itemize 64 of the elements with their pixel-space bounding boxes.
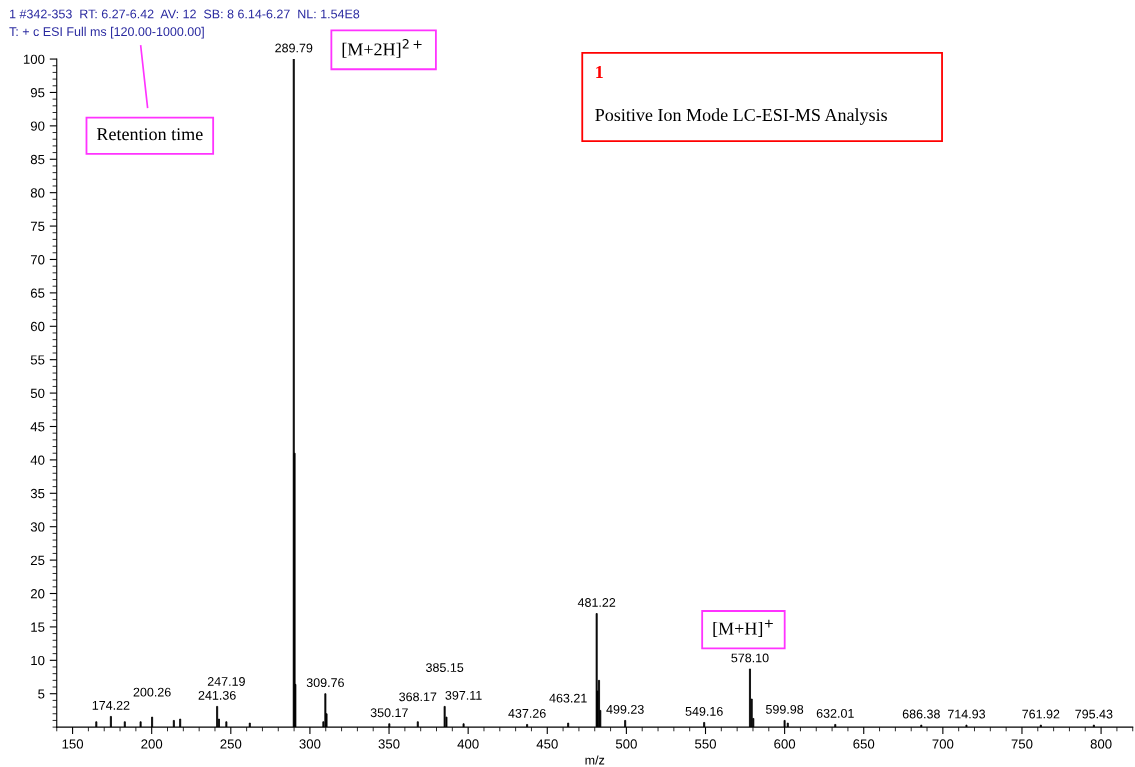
y-tick-label: 50 [30, 388, 45, 398]
text: [M+2H]$^{2+}$ [342, 39, 422, 58]
annotation: Retention time [96, 128, 203, 141]
annotation: 549.16 [685, 706, 723, 716]
y-tick-label: 40 [30, 455, 45, 465]
chart-title: 1 #342-353 RT: 6.27-6.42 AV: 12 SB: 8 6.14-6.27 NL: 1.54E8 [10, 9, 360, 19]
annotation: 578.10 [731, 653, 769, 663]
y-tick-label: 80 [30, 188, 45, 198]
x-tick-label: 350 [378, 739, 400, 749]
annotation: 1 [596, 66, 603, 78]
x-tick-label: 250 [220, 739, 242, 749]
chart-subtitle: T: + c ESI Full ms [120.00-1000.00] [9, 26, 204, 39]
x-tick-label: 150 [62, 739, 84, 749]
y-tick-label: 30 [30, 522, 45, 532]
y-tick-label: 35 [30, 488, 45, 499]
y-tick-label: 20 [30, 589, 45, 599]
annotation: 714.93 [948, 709, 986, 719]
annotation: 599.98 [765, 704, 804, 714]
x-tick-label: 450 [536, 739, 558, 749]
y-tick-label: 5 [38, 689, 45, 699]
y-tick-label: 10 [31, 655, 45, 666]
y-tick-label: 70 [30, 255, 45, 265]
annotation: 309.76 [306, 678, 344, 688]
x-tick-label: 300 [299, 739, 321, 749]
x-tick-label: 550 [695, 739, 716, 749]
annotation: 499.23 [606, 704, 644, 714]
annotation: Positive Ion Mode LC-ESI-MS Analysis [595, 108, 887, 125]
x-tick-label: 750 [1011, 739, 1033, 749]
y-tick-label: 90 [30, 121, 45, 131]
y-tick-label: 15 [31, 622, 45, 632]
annotation: 385.15 [426, 663, 464, 672]
x-tick-label: 200 [141, 739, 163, 749]
annotation: 200.26 [133, 687, 171, 697]
annotation: [M+H]$^{+}$ [713, 619, 773, 637]
y-tick-label: 85 [30, 154, 45, 165]
y-tick-label: 65 [30, 288, 45, 298]
annotation: 437.26 [508, 708, 546, 718]
annotation: 761.92 [1022, 709, 1060, 719]
y-tick-label: 75 [30, 221, 45, 231]
annotation: 174.22 [92, 700, 130, 710]
x-tick-label: 600 [774, 739, 796, 749]
annotation: 463.21 [549, 693, 587, 703]
x-tick-label: 700 [932, 739, 954, 749]
x-axis-title: m/z [585, 755, 605, 765]
y-tick-label: 100 [23, 54, 45, 64]
y-tick-label: 60 [30, 321, 45, 332]
x-tick-label: 400 [457, 739, 479, 749]
annotation: 350.17 [370, 708, 408, 718]
annotation: 247.19 [207, 677, 245, 686]
annotation: 368.17 [399, 692, 437, 702]
x-tick-label: 650 [853, 739, 875, 749]
annotation: 481.22 [577, 598, 616, 607]
y-tick-label: 25 [30, 555, 45, 566]
y-tick-label: 55 [30, 355, 45, 365]
annotation: 632.01 [816, 708, 854, 718]
x-tick-label: 800 [1090, 739, 1112, 749]
y-tick-label: 45 [30, 422, 45, 432]
y-tick-label: 95 [30, 88, 45, 98]
annotation: 241.36 [198, 690, 236, 700]
annotation: 686.38 [902, 709, 940, 719]
x-tick-label: 500 [615, 739, 637, 749]
annotation: 289.79 [275, 43, 313, 53]
annotation: 397.11 [445, 690, 482, 700]
annotation: 795.43 [1075, 709, 1113, 719]
